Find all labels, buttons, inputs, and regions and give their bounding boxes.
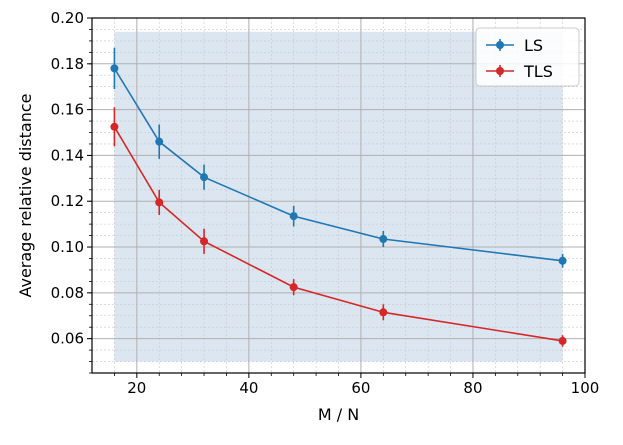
data-point	[200, 237, 209, 246]
x-tick-label: 40	[239, 379, 258, 397]
legend-label-tls: TLS	[523, 62, 553, 81]
legend-label-ls: LS	[524, 36, 543, 55]
y-tick-label: 0.18	[51, 55, 84, 73]
y-tick-label: 0.06	[51, 330, 84, 348]
y-tick-label: 0.08	[51, 284, 84, 302]
legend-swatch-marker	[496, 41, 504, 49]
data-point	[558, 336, 567, 345]
tick-layer: 20 40 60 80 100 0.06 0.08 0.10 0.12 0.14 0.16 0.18 0…	[51, 9, 600, 397]
data-point	[155, 137, 164, 146]
series-layer	[110, 47, 567, 347]
y-tick-label: 0.14	[51, 146, 84, 164]
x-tick-label: 100	[571, 379, 600, 397]
legend-swatch-marker	[496, 67, 504, 75]
series-tls	[110, 107, 567, 347]
data-point	[155, 198, 164, 207]
data-point	[379, 308, 388, 317]
y-tick-label: 0.10	[51, 238, 84, 256]
data-point	[110, 122, 119, 131]
x-tick-label: 20	[127, 379, 146, 397]
x-axis-title: M / N	[318, 405, 359, 424]
y-axis-title: Average relative distance	[16, 93, 35, 297]
y-tick-label: 0.16	[51, 101, 84, 119]
series-line	[113, 126, 563, 342]
series-ls	[110, 47, 567, 268]
data-point	[379, 235, 388, 244]
data-point	[289, 212, 298, 221]
x-tick-label: 60	[351, 379, 370, 397]
data-point	[200, 173, 209, 182]
y-tick-label: 0.12	[51, 192, 84, 210]
legend: LS TLS	[475, 27, 580, 87]
data-point	[558, 256, 567, 265]
series-line	[113, 67, 563, 262]
y-tick-label: 0.20	[51, 9, 84, 27]
data-point	[110, 64, 119, 73]
data-point	[289, 283, 298, 292]
x-tick-label: 80	[463, 379, 482, 397]
